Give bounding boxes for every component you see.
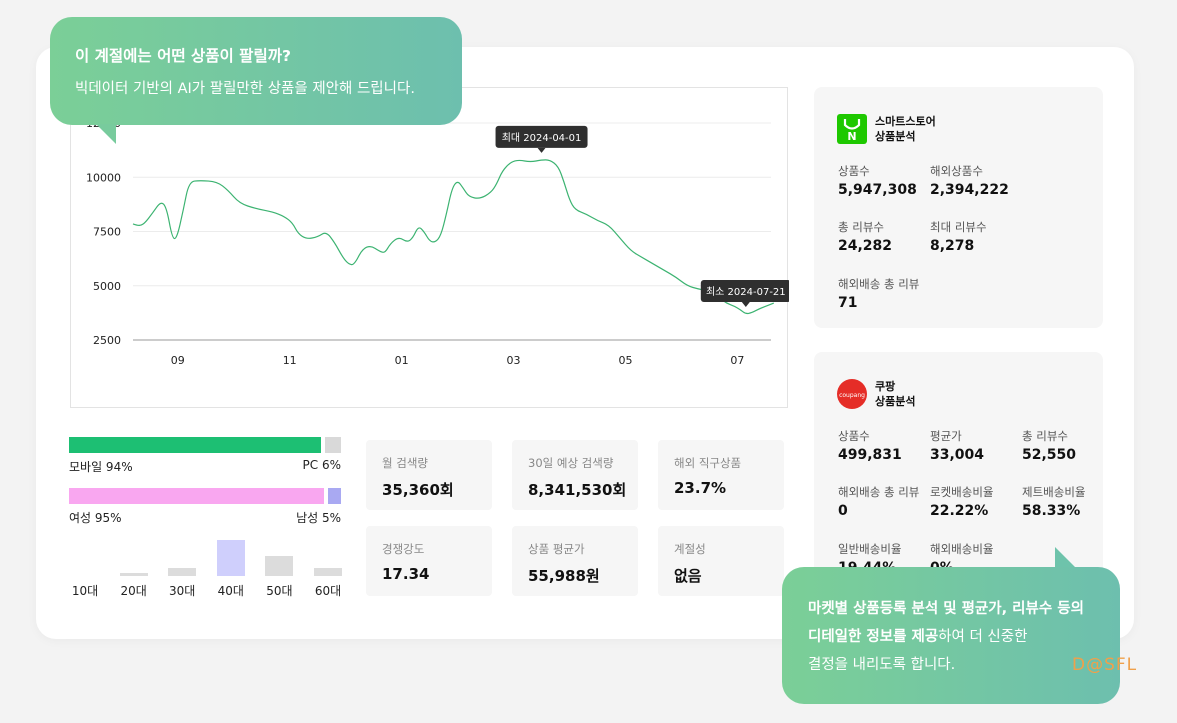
stat-value: 23.7% xyxy=(674,479,727,497)
y-tick-label: 2500 xyxy=(93,334,121,347)
metric-overseas-products: 해외상품수 2,394,222 xyxy=(930,164,1009,198)
age-label: 30대 xyxy=(169,584,196,598)
x-tick-label: 09 xyxy=(171,354,185,367)
smartstore-header: N 스마트스토어 상품분석 xyxy=(837,114,936,144)
age-column: 30대 xyxy=(166,533,198,599)
pc-bar xyxy=(325,437,341,453)
male-bar xyxy=(328,488,341,504)
age-bar xyxy=(314,568,342,576)
chart-svg: 1250010000750050002500091101030507최대 202… xyxy=(86,117,789,367)
coupang-title: 쿠팡 xyxy=(875,380,896,393)
metric-rocket-ratio: 로켓배송비율 22.22% xyxy=(930,485,994,519)
age-distribution: 10대 20대 30대 40대 50대 60대 xyxy=(69,533,344,599)
coupang-panel: coupang 쿠팡 상품분석 상품수 499,831 평균가 33,004 총 리… xyxy=(814,352,1103,592)
x-tick-label: 05 xyxy=(618,354,632,367)
stat-card-overseas: 해외 직구상품 23.7% xyxy=(658,440,784,510)
mobile-label: 모바일 94% xyxy=(69,460,133,474)
age-column: 40대 xyxy=(215,533,247,599)
metric-total-reviews: 총 리뷰수 52,550 xyxy=(1022,429,1077,463)
intro-headline: 이 계절에는 어떤 상품이 팔릴까? xyxy=(75,47,291,65)
series-line xyxy=(132,159,775,315)
x-tick-label: 03 xyxy=(507,354,521,367)
smartstore-subtitle: 상품분석 xyxy=(875,130,916,143)
stat-key: 30일 예상 검색량 xyxy=(528,456,614,470)
age-label: 60대 xyxy=(314,584,342,598)
metric-total-reviews: 총 리뷰수 24,282 xyxy=(838,220,893,254)
age-bar xyxy=(265,556,294,576)
metric-jet-ratio: 제트배송비율 58.33% xyxy=(1022,485,1086,519)
age-column: 10대 xyxy=(69,533,101,599)
age-column: 20대 xyxy=(118,533,150,599)
detail-line1: 마켓별 상품등록 분석 및 평균가, 리뷰수 등의 xyxy=(808,601,1084,617)
naver-logo-icon: N xyxy=(837,114,867,144)
max-tooltip-box xyxy=(495,125,588,148)
coupang-header: coupang 쿠팡 상품분석 xyxy=(837,379,915,409)
stat-value: 17.34 xyxy=(382,565,430,583)
age-bar xyxy=(216,540,245,576)
metric-max-reviews: 최대 리뷰수 8,278 xyxy=(930,220,987,254)
stat-key: 해외 직구상품 xyxy=(674,456,742,470)
min-tooltip-label: 최소 2024-07-21 xyxy=(706,286,786,298)
search-trend-chart: 1250010000750050002500091101030507최대 202… xyxy=(70,87,789,408)
male-label: 남성 5% xyxy=(296,511,341,525)
detail-line3: 결정을 내리도록 합니다. xyxy=(808,657,956,673)
intro-bubble-tail xyxy=(96,124,116,144)
x-tick-label: 01 xyxy=(395,354,409,367)
metric-products: 상품수 499,831 xyxy=(838,429,902,463)
max-tooltip-label: 최대 2024-04-01 xyxy=(502,132,582,144)
naver-logo-letter: N xyxy=(847,130,856,143)
detail-line2-bold: 디테일한 정보를 제공 xyxy=(808,629,939,645)
coupang-subtitle: 상품분석 xyxy=(875,395,916,408)
age-label: 20대 xyxy=(120,584,147,598)
age-bar xyxy=(168,568,197,576)
age-column: 50대 xyxy=(263,533,295,599)
watermark-logo: D@SFL xyxy=(1072,655,1138,675)
age-label: 40대 xyxy=(217,584,244,598)
stat-card-avg-price: 상품 평균가 55,988원 xyxy=(512,526,638,596)
female-label: 여성 95% xyxy=(69,511,122,525)
stat-card-expected-search: 30일 예상 검색량 8,341,530회 xyxy=(512,440,638,510)
y-tick-label: 5000 xyxy=(93,280,121,293)
coupang-logo-text: coupang xyxy=(839,392,865,399)
y-tick-label: 7500 xyxy=(93,226,121,239)
age-label: 10대 xyxy=(71,584,99,598)
intro-subline: 빅데이터 기반의 AI가 팔릴만한 상품을 제안해 드립니다. xyxy=(75,81,415,97)
min-tooltip-arrow xyxy=(741,301,750,307)
detail-bubble-tail xyxy=(1055,547,1077,569)
stat-key: 상품 평균가 xyxy=(528,542,585,556)
stat-value: 35,360회 xyxy=(382,481,454,499)
stat-value: 55,988원 xyxy=(528,567,600,585)
smartstore-title: 스마트스토어 xyxy=(875,115,936,128)
smartstore-panel: N 스마트스토어 상품분석 상품수 5,947,308 해외상품수 2,394,22… xyxy=(814,87,1103,328)
stat-value: 8,341,530회 xyxy=(528,481,627,499)
stat-card-competition: 경쟁강도 17.34 xyxy=(366,526,492,596)
gender-ratio: 여성 95% 남성 5% xyxy=(69,488,341,526)
stat-card-monthly-search: 월 검색량 35,360회 xyxy=(366,440,492,510)
stat-card-seasonality: 계절성 없음 xyxy=(658,526,784,596)
age-bar xyxy=(119,572,148,576)
female-bar xyxy=(69,488,324,504)
device-ratio: 모바일 94% PC 6% xyxy=(69,437,341,475)
detail-speech-bubble: 마켓별 상품등록 분석 및 평균가, 리뷰수 등의 디테일한 정보를 제공하여 … xyxy=(782,567,1120,704)
metric-overseas-reviews: 해외배송 총 리뷰 0 xyxy=(838,485,920,519)
stat-key: 월 검색량 xyxy=(382,456,428,470)
y-tick-label: 10000 xyxy=(86,171,121,184)
stat-key: 계절성 xyxy=(674,542,706,556)
stat-value: 없음 xyxy=(674,567,702,585)
intro-speech-bubble: 이 계절에는 어떤 상품이 팔릴까? 빅데이터 기반의 AI가 팔릴만한 상품을… xyxy=(50,17,462,125)
metric-overseas-reviews: 해외배송 총 리뷰 71 xyxy=(838,277,920,311)
age-label: 50대 xyxy=(266,584,293,598)
x-tick-label: 07 xyxy=(730,354,744,367)
age-column: 60대 xyxy=(312,533,344,599)
mobile-bar xyxy=(69,437,321,453)
metric-products: 상품수 5,947,308 xyxy=(838,164,917,198)
stat-key: 경쟁강도 xyxy=(382,542,425,556)
pc-label: PC 6% xyxy=(302,458,341,472)
coupang-logo-icon: coupang xyxy=(837,379,867,409)
detail-line2-rest: 하여 더 신중한 xyxy=(938,629,1028,645)
metric-avg-price: 평균가 33,004 xyxy=(930,429,985,463)
min-tooltip-box xyxy=(700,279,789,302)
max-tooltip-arrow xyxy=(537,147,546,153)
x-tick-label: 11 xyxy=(283,354,297,367)
